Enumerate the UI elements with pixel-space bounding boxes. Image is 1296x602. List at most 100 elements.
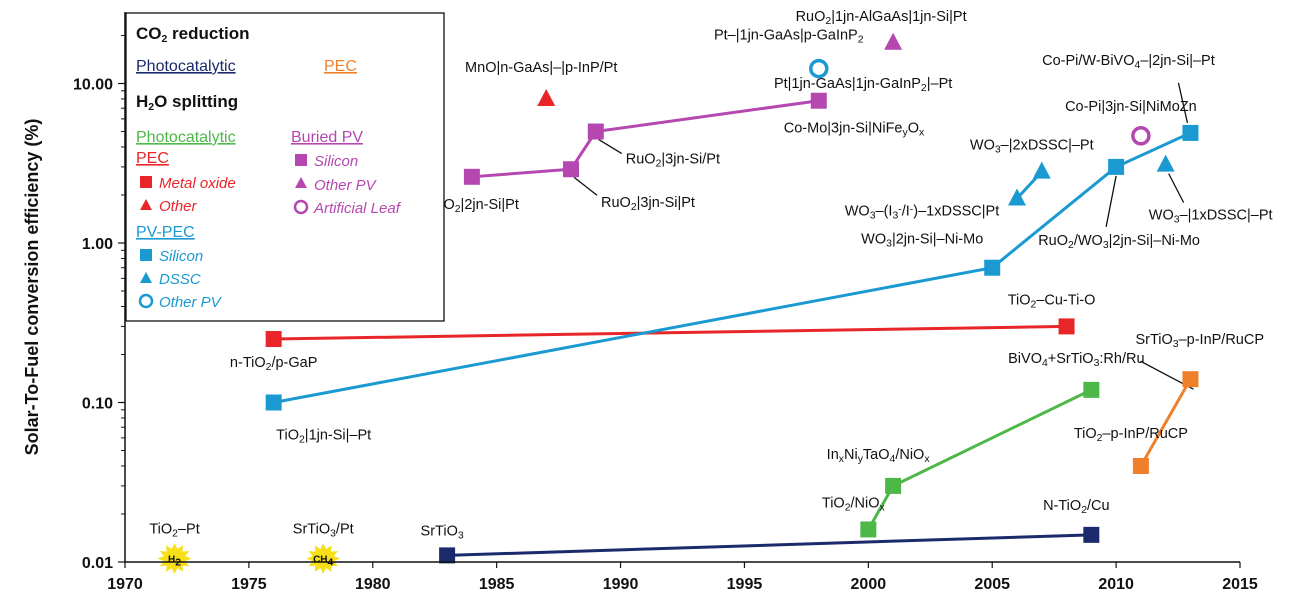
point-label: SrTiO3 [421,523,464,541]
point-label: SrTiO3–p-InP/RuCP [1135,332,1264,350]
point-label: Co-Pi|3jn-Si|NiMoZn [1065,99,1197,115]
point-label: WO3–|2xDSSC|–Pt [970,138,1094,156]
data-point-square [587,123,604,140]
data-point-square [463,168,480,185]
callout-line [573,176,598,196]
legend-box [125,12,445,322]
h2-burst-icon [157,543,192,574]
legend-triangle-marker [295,177,307,188]
callout-line [1177,82,1189,124]
point-label: WO3|2jn-Si|–Ni-Mo [861,232,983,250]
data-point-square [1108,158,1125,175]
data-point-square [1083,381,1100,398]
point-label: RuO2|1jn-AlGaAs|1jn-Si|Pt [796,9,967,27]
legend-pvpec-silicon: Silicon [159,248,203,265]
callout-line [1168,173,1185,203]
point-label: Co-Mo|3jn-Si|NiFeyOx [784,121,925,139]
data-point-square [1182,124,1199,141]
legend-circle-marker [138,293,154,309]
point-label: RuO2|3jn-Si|Pt [601,195,695,213]
data-point-square [439,547,456,564]
data-point-circle [1131,126,1151,146]
y-tick-label: 0.01 [82,555,113,572]
legend-co2-photocatalytic: Photocatalytic [136,58,236,75]
point-label: TiO2/NiOx [822,495,886,513]
point-label: n-TiO2/p-GaP [230,355,317,373]
x-tick-label: 2005 [974,576,1010,593]
series-line [1139,378,1192,467]
legend-h2o-photocatalytic: Photocatalytic [136,129,236,146]
legend-pv-pec: PV-PEC [136,224,195,241]
legend-co2-pec: PEC [324,58,357,75]
x-tick-label: 1985 [479,576,515,593]
callout-line [598,138,623,155]
series-line [273,131,1192,404]
data-point-circle [809,58,829,79]
point-label: WO3–(I3-/I-)–1xDSSC|Pt [845,204,1000,222]
series-line [273,324,1067,341]
point-label: InxNiyTaO4/NiOx [827,447,931,465]
annotation-label: TiO2–Pt [149,522,199,540]
legend-triangle-marker [140,272,152,283]
legend-square-marker [140,249,152,261]
point-label: RuO2|3jn-Si/Pt [626,152,720,170]
legend-h2o-pec: PEC [136,150,169,167]
legend-h2o-heading: H2O splitting [136,92,238,113]
data-point-square [1182,371,1199,388]
x-tick-label: 2000 [851,576,887,593]
data-point-square [1132,457,1149,474]
point-label: TiO2–Cu-Ti-O [1008,292,1096,310]
point-label: Pt–|1jn-GaAs|p-GaInP2 [714,28,864,46]
y-tick-label: 10.00 [73,77,113,94]
x-tick-label: 1990 [603,576,639,593]
point-label: WO3–|1xDSSC|–Pt [1149,208,1273,226]
legend-square-marker [140,176,152,188]
legend-buried-silicon: Silicon [314,153,358,170]
point-label: N-TiO2/Cu [1043,498,1110,516]
legend-circle-marker [293,199,309,215]
point-label: BiVO4+SrTiO3:Rh/Ru [1008,351,1144,369]
legend-square-marker [295,154,307,166]
data-point-triangle [1008,188,1026,206]
data-point-square [885,477,902,494]
data-point-square [810,92,827,109]
annotation-label: SrTiO3/Pt [293,522,354,540]
ch4-burst-icon [306,543,341,574]
x-tick-label: 1980 [355,576,391,593]
y-tick-label: 1.00 [82,236,113,253]
annotation-label: Pt|1jn-GaAs|1jn-GaInP2|–Pt [774,76,952,94]
x-tick-label: 2015 [1222,576,1258,593]
legend-buried-pv: Buried PV [291,129,363,146]
legend-co2-heading: CO2 reduction [136,24,249,45]
point-label: RuO2/WO3|2jn-Si|–Ni-Mo [1038,233,1200,251]
x-tick-label: 1995 [727,576,763,593]
legend-buried-other-pv: Other PV [314,177,378,194]
x-tick-label: 1970 [107,576,143,593]
y-axis-label: Solar-To-Fuel conversion efficiency (%) [22,119,42,456]
legend-pvpec-other-pv: Other PV [159,294,223,311]
data-point-square [984,259,1001,276]
data-point-triangle [537,88,556,106]
callout-line [1105,175,1117,228]
data-point-triangle [1156,154,1175,172]
point-label: MnO|n-GaAs|–|p-InP/Pt [465,60,617,76]
legend-metal-oxide: Metal oxide [159,175,236,192]
x-tick-label: 2010 [1098,576,1134,593]
data-point-square [265,394,282,411]
x-tick-label: 1975 [231,576,267,593]
data-point-square [860,521,877,538]
legend-artificial-leaf: Artificial Leaf [313,200,402,217]
data-point-square [265,331,282,348]
data-point-square [1058,318,1075,335]
point-label: TiO2|1jn-Si|–Pt [276,428,371,446]
point-label: TiO2–p-InP/RuCP [1074,426,1188,444]
data-point-triangle [884,32,903,50]
data-point-triangle [1032,161,1051,179]
series-line [471,99,819,179]
y-tick-label: 0.10 [82,396,113,413]
point-label: Co-Pi/W-BiVO4–|2jn-Si|–Pt [1042,53,1215,71]
legend-other: Other [159,198,198,215]
data-point-square [563,161,579,178]
legend-dssc: DSSC [159,271,201,288]
